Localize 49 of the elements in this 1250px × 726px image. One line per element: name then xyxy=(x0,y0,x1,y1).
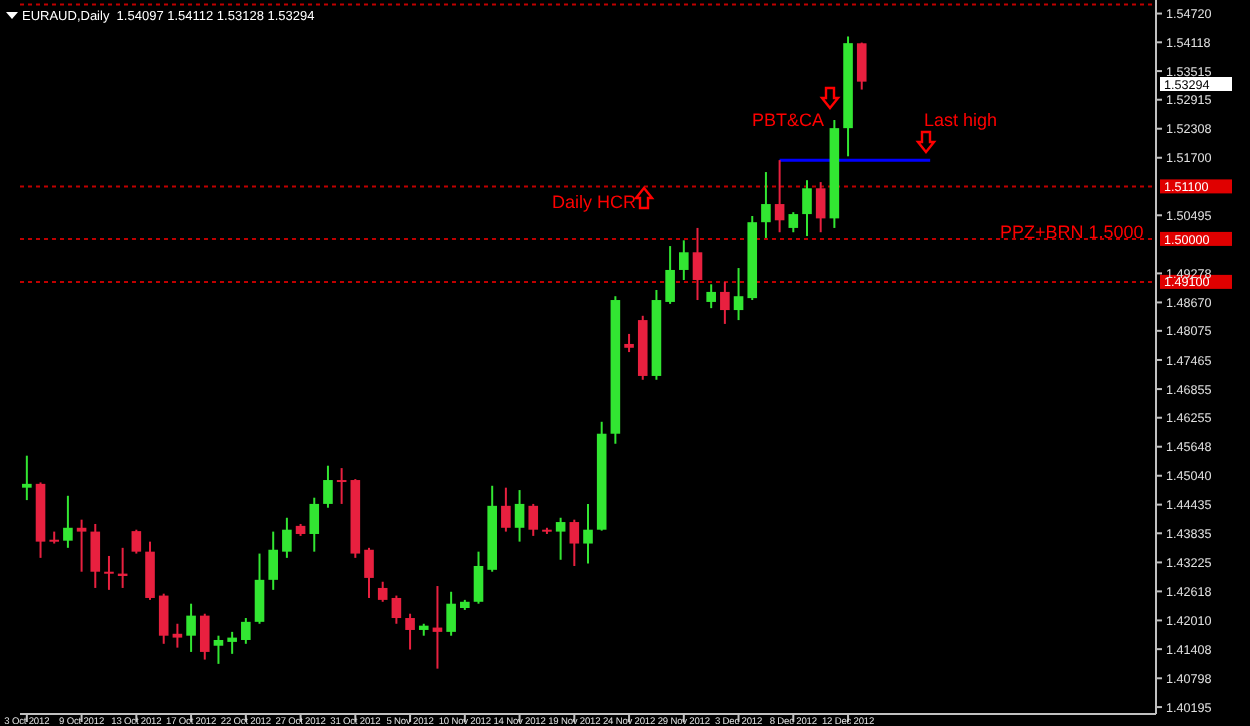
candlestick xyxy=(364,546,374,599)
annotation: Daily HCR xyxy=(552,192,638,212)
candlestick xyxy=(336,467,347,505)
candlestick xyxy=(186,602,196,653)
candlestick xyxy=(131,528,142,555)
candlestick xyxy=(583,502,593,565)
candlestick xyxy=(199,612,210,661)
candlestick xyxy=(90,522,101,589)
candlestick xyxy=(788,211,799,234)
candlestick xyxy=(446,590,456,637)
candlestick xyxy=(309,496,320,553)
candlestick xyxy=(282,516,292,559)
candlestick xyxy=(213,634,224,665)
candlestick xyxy=(268,530,278,591)
candlestick xyxy=(514,489,525,543)
annotation: PBT&CA xyxy=(752,110,825,130)
candlestick xyxy=(528,502,539,537)
candlestick xyxy=(733,267,744,322)
candlestick xyxy=(569,518,580,567)
candlestick xyxy=(405,612,415,651)
candlestick xyxy=(63,494,73,549)
candlestick xyxy=(145,540,155,601)
candlestick xyxy=(555,516,566,561)
candlestick xyxy=(761,171,771,239)
candlestick xyxy=(624,332,634,354)
candlestick xyxy=(227,630,237,655)
candlestick xyxy=(706,283,716,310)
candlestick xyxy=(815,181,826,234)
candlestick xyxy=(323,464,333,509)
candlestick xyxy=(692,226,703,302)
candlestick xyxy=(241,617,251,645)
candlestick xyxy=(22,454,32,502)
candlestick xyxy=(172,622,183,649)
candlestick xyxy=(377,580,388,603)
candlestick xyxy=(254,552,265,625)
candlestick xyxy=(665,245,675,305)
annotation: PPZ+BRN 1.5000 xyxy=(1000,222,1144,242)
candlestick xyxy=(720,280,730,325)
candlestick xyxy=(473,550,484,605)
annotation: Last high xyxy=(924,110,998,130)
candlestick xyxy=(76,518,87,573)
candlestick xyxy=(774,159,785,234)
candlestick xyxy=(104,554,114,591)
candlestick xyxy=(856,41,867,91)
candlestick xyxy=(391,594,402,625)
candlestick xyxy=(158,592,169,645)
candlestick xyxy=(679,239,689,281)
candlestick xyxy=(802,179,812,238)
candlestick xyxy=(501,486,511,533)
